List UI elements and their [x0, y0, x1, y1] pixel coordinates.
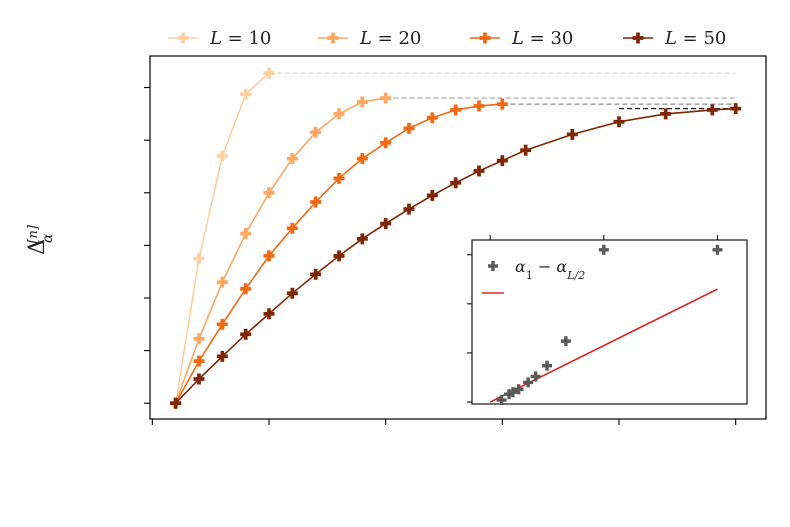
series-3-point-12	[426, 112, 438, 124]
series-2-point-8	[333, 108, 345, 120]
series-3-point-8	[333, 172, 345, 184]
series-4-point-15	[496, 155, 508, 167]
legend-entry-1: L = 10	[168, 28, 271, 49]
legend-entry-3: L = 30	[470, 28, 573, 49]
legend-label-1: L = 10	[209, 28, 271, 49]
series-2-point-5	[263, 187, 275, 199]
series-4-point-6	[286, 287, 298, 299]
series-3-point-15	[496, 98, 508, 110]
inset-plot: α1 − αL/2	[467, 235, 748, 406]
series-4-point-19	[660, 108, 672, 120]
series-4-point-9	[356, 233, 368, 245]
series-3-point-4	[240, 283, 252, 295]
inset-legend: α1 − αL/2	[482, 257, 585, 294]
series-1-point-4	[240, 88, 252, 100]
inset-point-2	[504, 389, 515, 400]
legend-marker-3	[479, 32, 491, 44]
series-3-point-7	[310, 196, 322, 208]
series-2-point-6	[286, 153, 298, 165]
y-axis-label: Δα[n]	[25, 224, 56, 255]
legend-label-2: L = 20	[359, 28, 421, 49]
legend-label-4: L = 50	[664, 28, 726, 49]
series-4-point-8	[333, 250, 345, 262]
inset-point-4	[513, 384, 524, 395]
inset-point-6	[530, 371, 541, 382]
series-3-point-3	[216, 318, 228, 330]
series-3-point-10	[380, 137, 392, 149]
series-3-point-5	[263, 250, 275, 262]
series-2-point-3	[216, 276, 228, 288]
series-4-point-14	[473, 165, 485, 177]
legend-marker-4	[632, 32, 644, 44]
series-1-point-5	[263, 67, 275, 79]
series-4-point-4	[240, 328, 252, 340]
series-3-point-14	[473, 100, 485, 112]
series-4-point-13	[450, 177, 462, 189]
inset-legend-entry-scatter: α1 − αL/2	[488, 257, 585, 282]
series-4-point-3	[216, 350, 228, 362]
inset-point-3	[507, 387, 518, 398]
inset-point-8	[560, 336, 571, 347]
legend-marker-1	[177, 32, 189, 44]
series-4-point-1	[170, 397, 182, 409]
main-axes-frame	[149, 55, 767, 420]
series-1-point-3	[216, 150, 228, 162]
inset-point-7	[542, 360, 552, 371]
series-4-point-12	[426, 189, 438, 201]
legend: L = 10 L = 20 L = 30 L = 50	[168, 28, 726, 49]
legend-entry-4: L = 50	[623, 28, 726, 49]
inset-point-1	[496, 395, 507, 406]
series-2-point-2	[193, 333, 205, 345]
series-4-point-17	[566, 128, 578, 140]
series-4-point-20	[706, 104, 718, 116]
inset-axes-frame	[471, 239, 748, 405]
inset-legend-marker-scatter	[488, 261, 498, 271]
series-3-point-11	[403, 122, 415, 134]
inset-point-10	[712, 244, 723, 255]
series-3-point-2	[193, 355, 205, 367]
series-4-point-16	[520, 144, 532, 156]
legend-label-3: L = 30	[511, 28, 573, 49]
series-2-point-7	[310, 126, 322, 138]
series-4-point-11	[403, 203, 415, 215]
inset-point-5	[523, 377, 534, 388]
legend-entry-2: L = 20	[318, 28, 421, 49]
series-2-point-10	[380, 92, 392, 104]
series-4-point-18	[613, 116, 625, 128]
series-3-point-6	[286, 222, 298, 234]
series-4-point-5	[263, 308, 275, 320]
series-3-point-13	[450, 104, 462, 116]
series-4-point-7	[310, 268, 322, 280]
series-4-point-2	[193, 373, 205, 385]
main-plot: Δα[n]	[25, 55, 767, 425]
legend-marker-2	[327, 32, 339, 44]
inset-point-9	[598, 244, 609, 255]
series-line-2	[174, 97, 386, 404]
series-2-point-4	[240, 228, 252, 240]
series-2-point-9	[356, 96, 368, 108]
inset-legend-label-scatter: α1 − αL/2	[515, 257, 585, 282]
series-3-point-9	[356, 153, 368, 165]
series-4-point-21	[730, 103, 742, 115]
series-4-point-10	[380, 218, 392, 230]
series-1-point-2	[193, 253, 205, 265]
